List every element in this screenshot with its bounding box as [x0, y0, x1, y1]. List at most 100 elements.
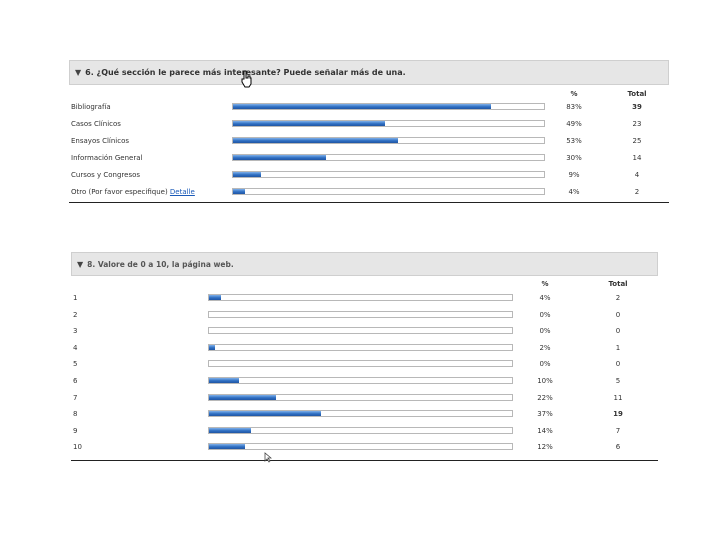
progress-bar-fill: [209, 394, 276, 400]
option-label-text: Casos Clínicos: [71, 120, 121, 128]
result-row: 4 2% 1: [71, 341, 658, 355]
option-label-text: Bibliografía: [71, 103, 111, 111]
percent-value: 22%: [537, 393, 553, 402]
progress-bar-fill: [209, 411, 322, 417]
progress-bar-fill: [233, 172, 261, 177]
percent-value: 37%: [537, 410, 553, 419]
question-8-panel: ▼ 8. Valore de 0 a 10, la página web. % …: [71, 252, 658, 462]
progress-bar-fill: [209, 378, 240, 383]
question-8-header[interactable]: ▼ 8. Valore de 0 a 10, la página web.: [71, 252, 658, 276]
total-value: 7: [615, 426, 621, 435]
percent-value: 49%: [566, 120, 582, 128]
option-label-text: 8: [73, 410, 78, 419]
total-value: 11: [613, 393, 623, 402]
total-value: 4: [634, 171, 640, 179]
progress-bar-track: [208, 426, 513, 434]
result-row: Bibliografía 83% 39: [69, 100, 669, 114]
option-label-text: Información General: [71, 154, 143, 162]
option-label: Casos Clínicos: [71, 117, 121, 131]
total-value: 23: [632, 120, 642, 128]
result-row: 2 0% 0: [71, 308, 658, 322]
progress-bar-track: [232, 171, 545, 178]
total-value: 14: [632, 154, 642, 162]
percent-value: 14%: [537, 426, 553, 435]
progress-bar-fill: [233, 138, 398, 143]
percent-value: 4%: [539, 294, 551, 302]
mouse-cursor-icon: [264, 452, 272, 463]
total-value: 25: [632, 137, 642, 145]
progress-bar-fill: [233, 189, 246, 194]
option-label-text: Cursos y Congresos: [71, 171, 141, 179]
progress-bar-fill: [233, 121, 386, 126]
progress-bar-track: [232, 120, 545, 127]
progress-bar-track: [208, 360, 513, 368]
result-row: 5 0% 0: [71, 357, 658, 371]
result-row: 6 10% 5: [71, 374, 658, 388]
total-value: 2: [634, 188, 640, 196]
percent-value: 10%: [537, 377, 553, 385]
total-value: 0: [615, 310, 621, 319]
progress-bar-track: [208, 443, 513, 451]
percent-value: 12%: [537, 443, 553, 452]
column-header-percent: %: [541, 280, 549, 288]
option-label: 2: [73, 308, 77, 322]
progress-bar-track: [208, 327, 513, 335]
option-label-text: 3: [73, 327, 78, 336]
triangle-down-icon[interactable]: ▼: [77, 259, 84, 269]
option-label: 7: [73, 391, 77, 405]
option-label-text: 9: [73, 426, 78, 435]
total-value: 2: [615, 294, 621, 302]
total-value: 6: [615, 443, 621, 452]
progress-bar-fill: [209, 427, 252, 433]
total-value: 39: [632, 103, 642, 111]
progress-bar-track: [208, 294, 513, 301]
progress-bar-track: [232, 154, 545, 161]
progress-bar-track: [232, 103, 545, 110]
option-label: Información General: [71, 151, 142, 165]
progress-bar-fill: [209, 344, 216, 350]
percent-value: 4%: [568, 188, 580, 196]
progress-bar-track: [208, 410, 513, 418]
progress-bar-track: [232, 137, 545, 144]
option-label: Otro (Por favor especifique) Detalle: [71, 185, 195, 199]
option-label: 8: [73, 407, 77, 421]
percent-value: 2%: [539, 343, 551, 352]
result-row: 8 37% 19: [71, 407, 658, 421]
question-6-panel: ▼ 6. ¿Qué sección le parece más interesa…: [69, 60, 669, 204]
option-label-text: 4: [73, 343, 78, 352]
option-label-text: 10: [73, 443, 82, 452]
total-value: 5: [615, 377, 621, 385]
progress-bar-fill: [209, 444, 246, 450]
triangle-down-icon[interactable]: ▼: [75, 68, 82, 77]
question-6-header[interactable]: ▼ 6. ¿Qué sección le parece más interesa…: [69, 60, 669, 85]
option-label: 9: [73, 424, 77, 438]
result-row: 9 14% 7: [71, 424, 658, 438]
question-6-bottom-rule: [69, 202, 669, 203]
progress-bar-track: [208, 310, 513, 318]
option-label-text: Otro (Por favor especifique): [71, 188, 168, 196]
percent-value: 30%: [566, 154, 582, 162]
progress-bar-track: [208, 343, 513, 351]
option-label: Ensayos Clínicos: [71, 134, 129, 148]
column-header-total: Total: [608, 280, 628, 288]
progress-bar-fill: [209, 295, 222, 300]
percent-value: 0%: [539, 360, 551, 369]
option-label-text: 2: [73, 310, 78, 319]
option-label: 10: [73, 440, 82, 454]
progress-bar-fill: [233, 155, 327, 160]
option-label: 6: [73, 374, 77, 388]
result-row: 3 0% 0: [71, 324, 658, 338]
option-label: Cursos y Congresos: [71, 168, 140, 182]
question-8-bottom-rule: [71, 460, 658, 461]
result-row: Otro (Por favor especifique) Detalle 4% 2: [69, 185, 669, 199]
column-header-total: Total: [627, 90, 647, 98]
result-row: Cursos y Congresos 9% 4: [69, 168, 669, 182]
percent-value: 0%: [539, 310, 551, 319]
result-row: Ensayos Clínicos 53% 25: [69, 134, 669, 148]
percent-value: 53%: [566, 137, 582, 145]
detail-link[interactable]: Detalle: [169, 188, 195, 196]
option-label: 5: [73, 357, 77, 371]
result-row: 7 22% 11: [71, 391, 658, 405]
progress-bar-fill: [233, 104, 492, 109]
question-8-title: 8. Valore de 0 a 10, la página web.: [87, 259, 234, 269]
